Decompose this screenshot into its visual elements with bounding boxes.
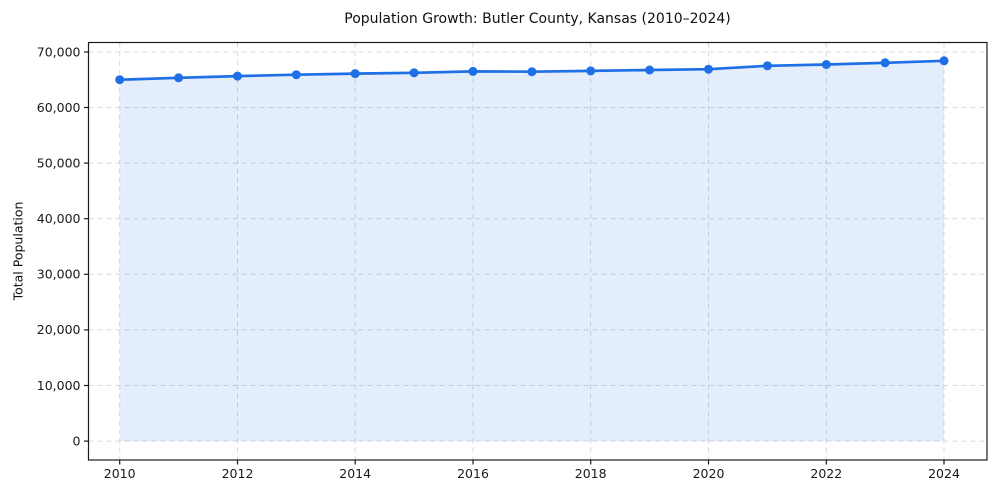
x-tick-label: 2014 [339,466,371,481]
x-tick-label: 2012 [222,466,254,481]
data-point-2014 [350,69,360,79]
y-tick-label: 70,000 [37,44,81,59]
data-point-2024 [939,56,949,66]
y-tick-label: 10,000 [37,378,81,393]
y-tick-label: 60,000 [37,100,81,115]
y-tick-label: 40,000 [37,211,81,226]
data-point-2021 [762,61,772,71]
x-tick-label: 2010 [104,466,136,481]
data-point-2022 [821,60,831,69]
data-point-2018 [586,66,596,76]
x-tick-label: 2020 [693,466,725,481]
data-point-2012 [233,71,242,81]
area-fill [119,60,944,442]
y-tick-label: 50,000 [37,155,81,170]
x-tick-label: 2022 [810,466,842,481]
data-point-2016 [468,66,478,76]
plot-border [87,41,988,461]
data-point-2011 [174,73,184,83]
x-tick-label: 2018 [575,466,607,481]
y-tick-label: 30,000 [37,267,81,282]
data-point-2015 [409,68,419,78]
data-point-2013 [291,70,301,80]
chart-title: Population Growth: Butler County, Kansas… [344,11,731,27]
y-tick-label: 0 [73,433,81,448]
data-point-2019 [645,65,655,75]
data-point-2020 [704,64,713,74]
data-point-2017 [527,67,537,77]
y-tick-label: 20,000 [37,322,81,337]
x-tick-label: 2024 [928,466,960,481]
data-point-2010 [115,75,125,85]
data-point-2023 [880,58,890,68]
x-tick-label: 2016 [457,466,489,481]
